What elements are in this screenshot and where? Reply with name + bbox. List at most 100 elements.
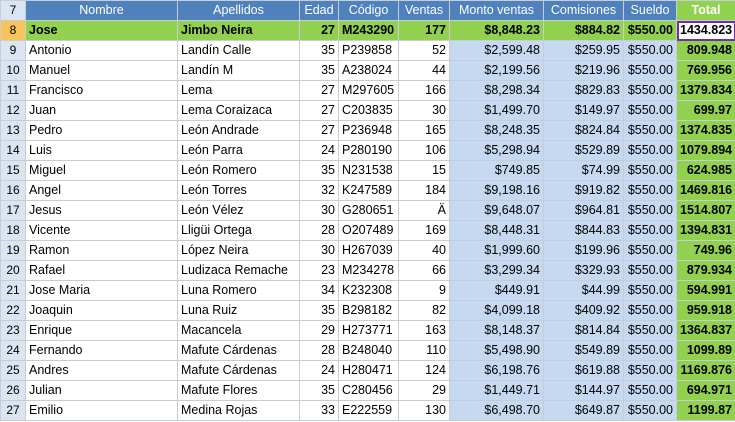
cell-edad[interactable]: 28 — [299, 340, 339, 361]
cell-codigo[interactable]: K232308 — [338, 280, 399, 301]
row-number[interactable]: 16 — [0, 180, 26, 201]
row-number[interactable]: 20 — [0, 260, 26, 281]
cell-monto-ventas[interactable]: $9,648.07 — [449, 200, 544, 221]
row-number[interactable]: 13 — [0, 120, 26, 141]
cell-apellidos[interactable]: Landín Calle — [177, 40, 300, 61]
cell-monto-ventas[interactable]: $5,498.90 — [449, 340, 544, 361]
cell-sueldo[interactable]: $550.00 — [623, 300, 677, 321]
cell-monto-ventas[interactable]: $6,198.76 — [449, 360, 544, 381]
cell-monto-ventas[interactable]: $1,499.70 — [449, 100, 544, 121]
cell-edad[interactable]: 27 — [299, 80, 339, 101]
cell-total[interactable]: 1199.87 — [676, 400, 735, 421]
row-number[interactable]: 18 — [0, 220, 26, 241]
column-header-total[interactable]: Total — [676, 0, 735, 21]
cell-comisiones[interactable]: $829.83 — [543, 80, 624, 101]
cell-apellidos[interactable]: Lema — [177, 80, 300, 101]
cell-sueldo[interactable]: $550.00 — [623, 180, 677, 201]
cell-monto-ventas[interactable]: $3,299.34 — [449, 260, 544, 281]
cell-sueldo[interactable]: $550.00 — [623, 160, 677, 181]
cell-edad[interactable]: 24 — [299, 360, 339, 381]
cell-monto-ventas[interactable]: $8,448.31 — [449, 220, 544, 241]
cell-codigo[interactable]: K247589 — [338, 180, 399, 201]
cell-apellidos[interactable]: Medina Rojas — [177, 400, 300, 421]
cell-sueldo[interactable]: $550.00 — [623, 280, 677, 301]
cell-codigo[interactable]: C280456 — [338, 380, 399, 401]
cell-apellidos[interactable]: Mafute Flores — [177, 380, 300, 401]
column-header-apellidos[interactable]: Apellidos — [177, 0, 300, 21]
cell-ventas[interactable]: 177 — [398, 20, 450, 41]
cell-sueldo[interactable]: $550.00 — [623, 240, 677, 261]
row-number[interactable]: 19 — [0, 240, 26, 261]
cell-total[interactable]: 1514.807 — [676, 200, 735, 221]
cell-monto-ventas[interactable]: $2,199.56 — [449, 60, 544, 81]
cell-total[interactable]: 1079.894 — [676, 140, 735, 161]
cell-apellidos[interactable]: Lema Coraizaca — [177, 100, 300, 121]
row-number[interactable]: 12 — [0, 100, 26, 121]
cell-apellidos[interactable]: León Andrade — [177, 120, 300, 141]
cell-comisiones[interactable]: $529.89 — [543, 140, 624, 161]
cell-ventas[interactable]: 66 — [398, 260, 450, 281]
row-number[interactable]: 11 — [0, 80, 26, 101]
cell-ventas[interactable]: 52 — [398, 40, 450, 61]
cell-comisiones[interactable]: $329.93 — [543, 260, 624, 281]
cell-nombre[interactable]: Emilio — [25, 400, 178, 421]
column-header-sueldo[interactable]: Sueldo — [623, 0, 677, 21]
cell-edad[interactable]: 34 — [299, 280, 339, 301]
row-number[interactable]: 10 — [0, 60, 26, 81]
cell-monto-ventas[interactable]: $8,148.37 — [449, 320, 544, 341]
cell-total[interactable]: 809.948 — [676, 40, 735, 61]
cell-nombre[interactable]: Enrique — [25, 320, 178, 341]
cell-codigo[interactable]: E222559 — [338, 400, 399, 421]
cell-ventas[interactable]: 30 — [398, 100, 450, 121]
cell-monto-ventas[interactable]: $4,099.18 — [449, 300, 544, 321]
cell-sueldo[interactable]: $550.00 — [623, 340, 677, 361]
cell-codigo[interactable]: H280471 — [338, 360, 399, 381]
cell-sueldo[interactable]: $550.00 — [623, 40, 677, 61]
cell-total[interactable]: 959.918 — [676, 300, 735, 321]
cell-comisiones[interactable]: $619.88 — [543, 360, 624, 381]
cell-codigo[interactable]: P236948 — [338, 120, 399, 141]
cell-ventas[interactable]: 44 — [398, 60, 450, 81]
cell-ventas[interactable]: 9 — [398, 280, 450, 301]
cell-sueldo[interactable]: $550.00 — [623, 140, 677, 161]
row-number[interactable]: 23 — [0, 320, 26, 341]
cell-apellidos[interactable]: León Torres — [177, 180, 300, 201]
cell-edad[interactable]: 35 — [299, 40, 339, 61]
row-number[interactable]: 27 — [0, 400, 26, 421]
cell-ventas[interactable]: 110 — [398, 340, 450, 361]
row-number[interactable]: 17 — [0, 200, 26, 221]
cell-apellidos[interactable]: León Romero — [177, 160, 300, 181]
row-number[interactable]: 7 — [0, 0, 26, 21]
cell-codigo[interactable]: B298182 — [338, 300, 399, 321]
cell-comisiones[interactable]: $199.96 — [543, 240, 624, 261]
cell-monto-ventas[interactable]: $6,498.70 — [449, 400, 544, 421]
cell-codigo[interactable]: P239858 — [338, 40, 399, 61]
cell-comisiones[interactable]: $44.99 — [543, 280, 624, 301]
row-number[interactable]: 8 — [0, 20, 26, 41]
row-number[interactable]: 22 — [0, 300, 26, 321]
cell-nombre[interactable]: Angel — [25, 180, 178, 201]
cell-edad[interactable]: 35 — [299, 380, 339, 401]
cell-total[interactable]: 769.956 — [676, 60, 735, 81]
cell-apellidos[interactable]: Mafute Cárdenas — [177, 360, 300, 381]
column-header-nombre[interactable]: Nombre — [25, 0, 178, 21]
cell-apellidos[interactable]: Jimbo Neira — [177, 20, 300, 41]
cell-comisiones[interactable]: $884.82 — [543, 20, 624, 41]
column-header-monto-ventas[interactable]: Monto ventas — [449, 0, 544, 21]
cell-ventas[interactable]: Ä — [398, 200, 450, 221]
cell-total[interactable]: 1364.837 — [676, 320, 735, 341]
cell-sueldo[interactable]: $550.00 — [623, 220, 677, 241]
cell-total[interactable]: 1469.816 — [676, 180, 735, 201]
cell-apellidos[interactable]: López Neira — [177, 240, 300, 261]
cell-sueldo[interactable]: $550.00 — [623, 100, 677, 121]
cell-monto-ventas[interactable]: $8,298.34 — [449, 80, 544, 101]
cell-edad[interactable]: 27 — [299, 120, 339, 141]
cell-comisiones[interactable]: $649.87 — [543, 400, 624, 421]
row-number[interactable]: 26 — [0, 380, 26, 401]
cell-comisiones[interactable]: $964.81 — [543, 200, 624, 221]
cell-sueldo[interactable]: $550.00 — [623, 320, 677, 341]
cell-nombre[interactable]: Julian — [25, 380, 178, 401]
cell-sueldo[interactable]: $550.00 — [623, 80, 677, 101]
cell-codigo[interactable]: H267039 — [338, 240, 399, 261]
cell-codigo[interactable]: M243290 — [338, 20, 399, 41]
